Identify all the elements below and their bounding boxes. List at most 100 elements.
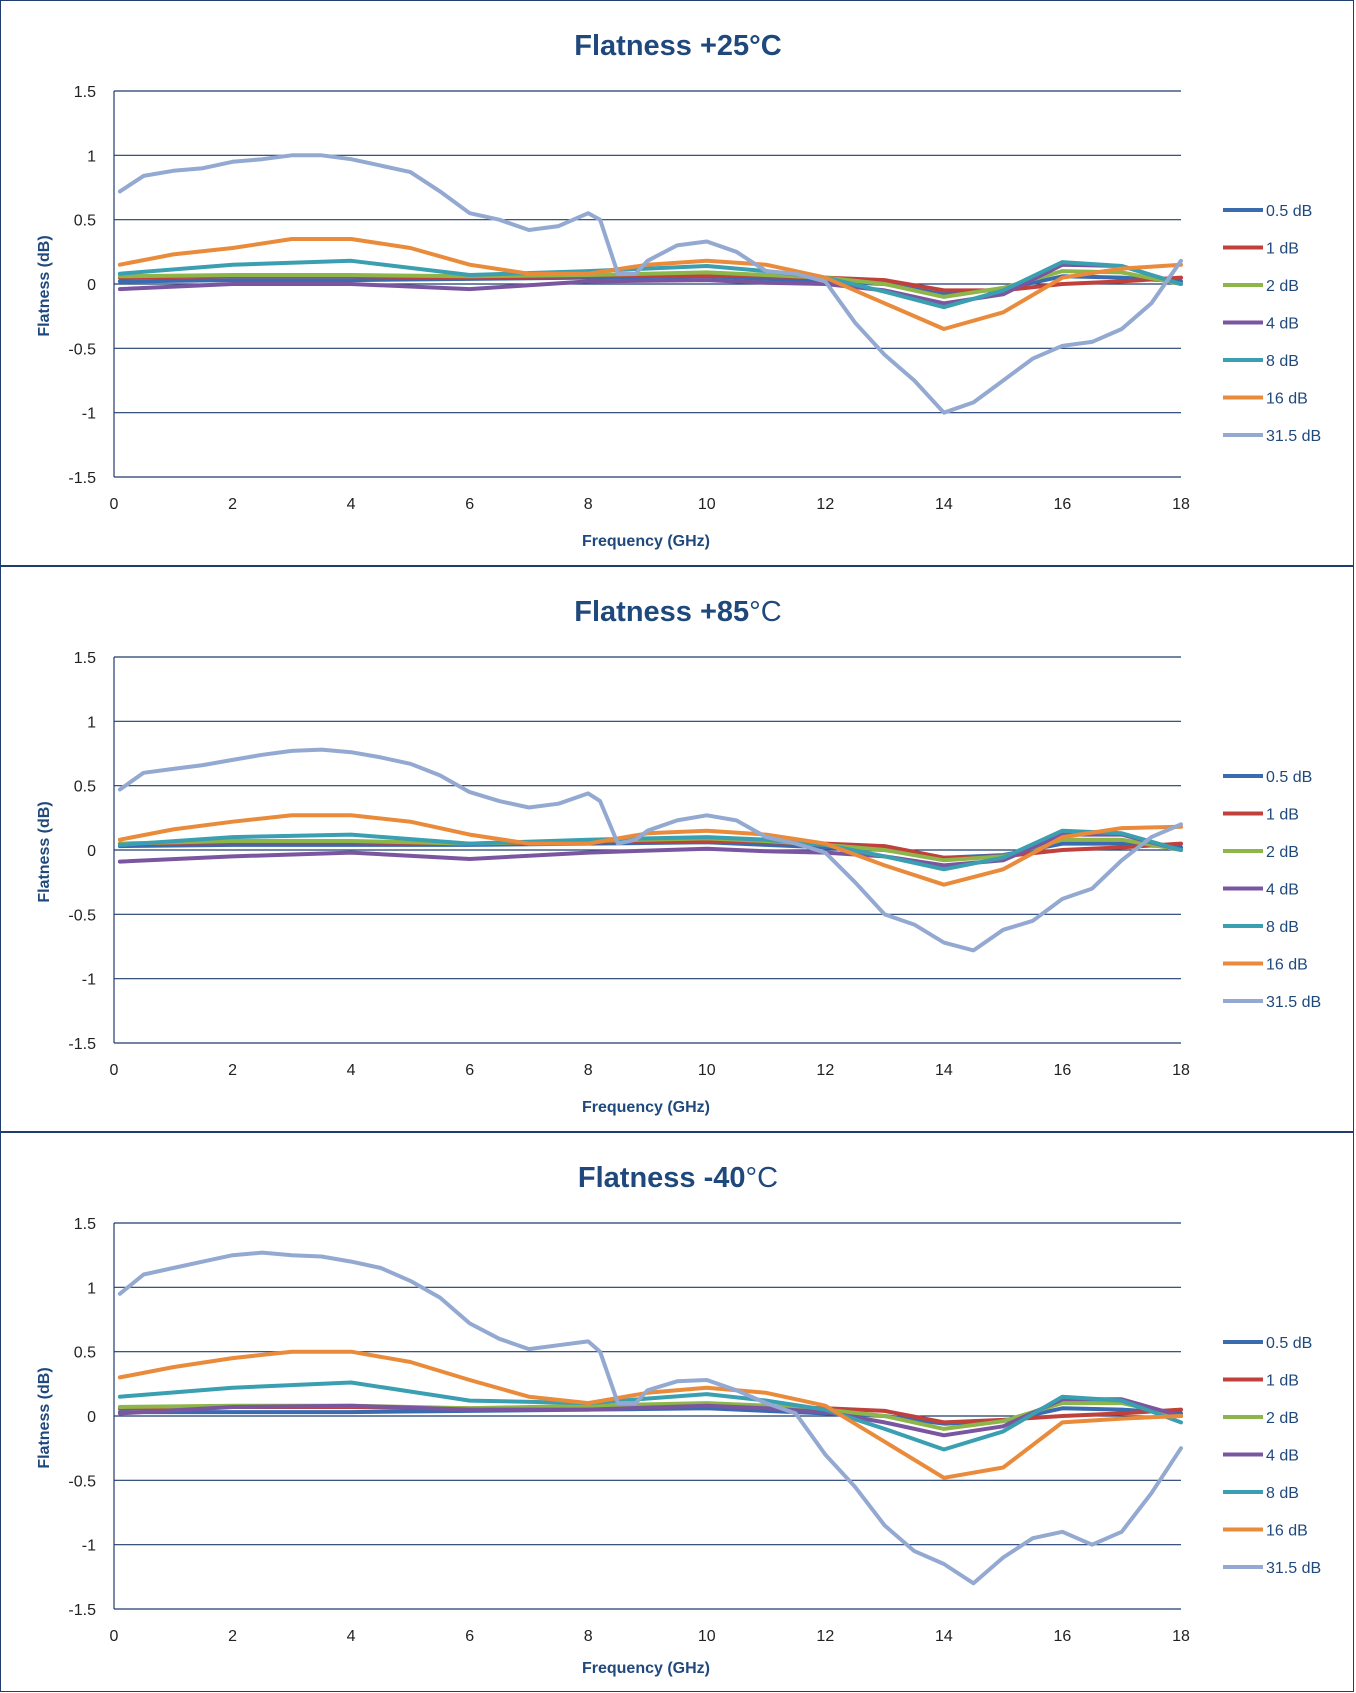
y-tick-label: -0.5	[68, 1473, 96, 1490]
x-tick-label: 16	[1054, 1062, 1072, 1079]
legend-label: 0.5 dB	[1266, 1335, 1312, 1352]
y-tick-label: 0	[87, 843, 96, 860]
series-line	[117, 153, 1183, 415]
y-axis-label: Flatness (dB)	[36, 235, 53, 336]
x-tick-label: 10	[698, 1628, 716, 1645]
y-tick-label: 1.5	[74, 1216, 96, 1233]
y-tick-label: 1.5	[74, 650, 96, 667]
x-tick-label: 6	[465, 1062, 474, 1079]
x-tick-label: 16	[1054, 496, 1072, 513]
y-tick-label: 1	[87, 148, 96, 165]
x-tick-label: 12	[816, 496, 834, 513]
x-tick-label: 0	[110, 1628, 119, 1645]
x-tick-label: 18	[1172, 1062, 1190, 1079]
chart-title-unit: °C	[749, 596, 782, 628]
x-tick-label: 4	[347, 496, 356, 513]
x-tick-label: 10	[698, 1062, 716, 1079]
legend-label: 1 dB	[1266, 1373, 1299, 1390]
series-line	[117, 832, 1183, 868]
y-tick-label: -0.5	[68, 341, 96, 358]
series-line	[117, 237, 1183, 331]
x-axis-label: Frequency (GHz)	[582, 533, 710, 550]
chart-25c: Flatness +25°C 0.5 dB 1 dB 2 dB 4 dB 8 dB 16 …	[36, 30, 1321, 550]
series-line	[117, 274, 1183, 297]
legend-label: 4 dB	[1266, 1448, 1299, 1465]
chart-title: Flatness +85°C	[574, 596, 781, 628]
x-tick-label: 6	[465, 496, 474, 513]
chart-title-unit: °C	[749, 30, 782, 62]
series-line	[117, 813, 1183, 887]
chart-title: Flatness +25°C	[574, 30, 782, 62]
chart-title-text: Flatness +85	[574, 596, 749, 628]
y-tick-label: 1	[87, 714, 96, 731]
chart-title-text: Flatness -40	[578, 1162, 746, 1194]
y-tick-label: -1.5	[68, 1602, 96, 1619]
chart-85c: Flatness +85°C 0.5 dB 1 dB 2 dB 4 dB 8 dB 16 …	[36, 596, 1321, 1116]
chart-panel-minus40c: Flatness -40°C 0.5 dB 1 dB 2 dB 4 dB 8 dB 16 …	[0, 1132, 1354, 1692]
y-tick-label: -1.5	[68, 1036, 96, 1053]
series-line	[117, 840, 1183, 860]
legend-label: 1 dB	[1266, 807, 1299, 824]
x-tick-label: 0	[110, 1062, 119, 1079]
y-tick-label: 1.5	[74, 84, 96, 101]
x-tick-label: 8	[584, 496, 593, 513]
x-tick-label: 12	[816, 1628, 834, 1645]
y-tick-label: 0	[87, 1409, 96, 1426]
legend-label: 4 dB	[1266, 882, 1299, 899]
series-line	[117, 747, 1183, 953]
chart-minus40c: Flatness -40°C 0.5 dB 1 dB 2 dB 4 dB 8 dB 16 …	[36, 1162, 1321, 1677]
y-tick-label: 0.5	[74, 213, 96, 230]
chart-title-unit: °C	[746, 1162, 779, 1194]
legend-label: 0.5 dB	[1266, 203, 1312, 220]
legend-label: 8 dB	[1266, 353, 1299, 370]
x-tick-label: 14	[935, 496, 953, 513]
legend-label: 2 dB	[1266, 278, 1299, 295]
series-line	[117, 262, 1183, 306]
chart-title: Flatness -40°C	[578, 1162, 778, 1194]
legend-label: 2 dB	[1266, 1410, 1299, 1427]
legend-label: 16 dB	[1266, 1523, 1308, 1540]
y-tick-label: 0.5	[74, 1345, 96, 1362]
x-tick-label: 2	[228, 1062, 237, 1079]
chart-panel-85c: Flatness +85°C 0.5 dB 1 dB 2 dB 4 dB 8 dB 16 …	[0, 566, 1354, 1132]
legend-label: 2 dB	[1266, 844, 1299, 861]
legend-label: 31.5 dB	[1266, 428, 1321, 445]
x-tick-label: 8	[584, 1062, 593, 1079]
x-tick-label: 18	[1172, 1628, 1190, 1645]
x-tick-label: 14	[935, 1628, 953, 1645]
y-axis-label: Flatness (dB)	[36, 801, 53, 902]
chart-title-text: Flatness +25	[574, 30, 749, 62]
legend-label: 4 dB	[1266, 316, 1299, 333]
x-tick-label: 0	[110, 496, 119, 513]
x-tick-label: 12	[816, 1062, 834, 1079]
legend-label: 8 dB	[1266, 1485, 1299, 1502]
series-line	[117, 1250, 1183, 1586]
legend-label: 16 dB	[1266, 957, 1308, 974]
y-axis-label: Flatness (dB)	[36, 1367, 53, 1468]
y-tick-label: -1	[82, 1538, 96, 1555]
y-tick-label: -0.5	[68, 907, 96, 924]
x-tick-label: 18	[1172, 496, 1190, 513]
y-tick-label: -1	[82, 972, 96, 989]
x-tick-label: 2	[228, 496, 237, 513]
x-tick-label: 6	[465, 1628, 474, 1645]
series-line	[117, 1380, 1183, 1452]
legend-label: 0.5 dB	[1266, 769, 1312, 786]
y-tick-label: 0	[87, 277, 96, 294]
x-tick-label: 8	[584, 1628, 593, 1645]
x-tick-label: 10	[698, 496, 716, 513]
y-tick-label: -1.5	[68, 470, 96, 487]
x-tick-label: 4	[347, 1628, 356, 1645]
x-tick-label: 2	[228, 1628, 237, 1645]
x-tick-label: 4	[347, 1062, 356, 1079]
legend-label: 16 dB	[1266, 391, 1308, 408]
y-tick-label: 0.5	[74, 779, 96, 796]
legend-label: 31.5 dB	[1266, 994, 1321, 1011]
legend-label: 8 dB	[1266, 919, 1299, 936]
chart-panel-25c: Flatness +25°C 0.5 dB 1 dB 2 dB 4 dB 8 dB 16 …	[0, 0, 1354, 566]
x-axis-label: Frequency (GHz)	[582, 1660, 710, 1677]
x-axis-label: Frequency (GHz)	[582, 1099, 710, 1116]
y-tick-label: 1	[87, 1280, 96, 1297]
x-tick-label: 16	[1054, 1628, 1072, 1645]
